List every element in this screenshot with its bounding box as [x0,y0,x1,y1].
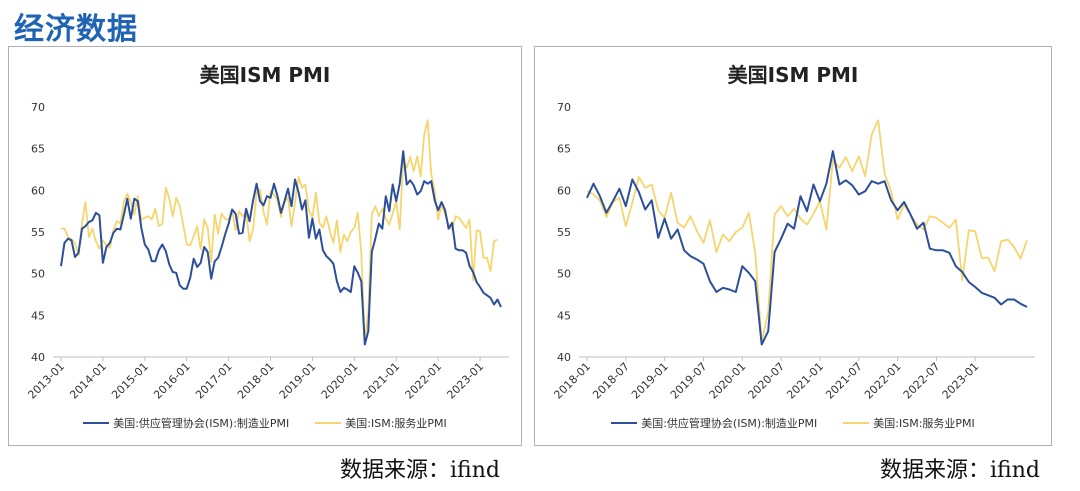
x-tick-label: 2013-01 [25,360,67,402]
legend-item-services: 美国:ISM:服务业PMI [315,415,447,431]
x-tick-label: 2019-01 [629,360,671,402]
legend-swatch-services [843,422,870,424]
series-line-manufacturing [586,150,1028,346]
chart-legend: 美国:供应管理协会(ISM):制造业PMI 美国:ISM:服务业PMI [9,415,521,431]
legend-label-manufacturing: 美国:供应管理协会(ISM):制造业PMI [113,417,290,430]
y-tick-label: 60 [557,184,571,197]
x-tick-label: 2022-01 [403,360,445,402]
source-note-right: 数据来源：ifind [880,458,1040,483]
line-chart-svg: 40 45 50 55 60 65 70 2013-01 2014-01 2015-01 2016-… [25,101,509,402]
x-tick-label: 2018-07 [590,360,632,402]
x-tick-label: 2019-01 [277,360,319,402]
series-line-manufacturing [60,150,502,346]
chart-panel-left: 美国ISM PMI 40 45 50 55 60 65 70 2013-01 2014-01 20… [8,46,522,446]
x-tick-label: 2017-01 [193,360,235,402]
x-tick-label: 2023-01 [444,360,486,402]
x-tick-label: 2019-07 [668,360,710,402]
x-tick-label: 2022-01 [862,360,904,402]
x-tick-label: 2018-01 [235,360,277,402]
x-tick-label: 2021-01 [361,360,403,402]
x-tick-label: 2015-01 [109,360,151,402]
chart-title: 美国ISM PMI [727,63,859,87]
source-note-left: 数据来源：ifind [340,458,500,483]
y-tick-label: 40 [557,351,571,364]
y-tick-label: 50 [557,268,571,281]
series-line-services [61,119,498,343]
chart-panel-right: 美国ISM PMI 40 45 50 55 60 65 70 2018-01 2018-07 20… [534,46,1052,446]
x-tick-label: 2016-01 [151,360,193,402]
y-tick-label: 70 [557,101,571,114]
x-tick-label: 2020-01 [319,360,361,402]
legend-swatch-manufacturing [83,422,110,424]
chart-legend: 美国:供应管理协会(ISM):制造业PMI 美国:ISM:服务业PMI [535,415,1051,431]
x-tick-label: 2021-07 [823,360,865,402]
chart-title: 美国ISM PMI [199,63,331,87]
y-tick-label: 60 [31,184,45,197]
y-tick-label: 65 [557,143,571,156]
legend-label-services: 美国:ISM:服务业PMI [873,417,975,430]
x-tick-label: 2018-01 [551,360,593,402]
page-title: 经济数据 [14,12,138,47]
y-tick-label: 50 [31,268,45,281]
legend-item-manufacturing: 美国:供应管理协会(ISM):制造业PMI [83,415,289,431]
legend-item-services: 美国:ISM:服务业PMI [843,415,975,431]
y-tick-label: 55 [557,226,571,239]
x-tick-label: 2023-01 [940,360,982,402]
x-tick-label: 2020-07 [746,360,788,402]
legend-swatch-services [315,422,342,424]
line-chart-svg: 40 45 50 55 60 65 70 2018-012018-072019-012019-… [551,101,1035,402]
series-line-services [586,119,1028,343]
x-tick-label: 2021-01 [784,360,826,402]
legend-item-manufacturing: 美国:供应管理协会(ISM):制造业PMI [611,415,817,431]
legend-label-services: 美国:ISM:服务业PMI [345,417,447,430]
y-tick-label: 45 [31,309,45,322]
legend-label-manufacturing: 美国:供应管理协会(ISM):制造业PMI [641,417,818,430]
x-tick-label: 2014-01 [67,360,109,402]
x-tick-label: 2022-07 [901,360,943,402]
legend-swatch-manufacturing [611,422,638,424]
y-tick-label: 55 [31,226,45,239]
x-tick-label: 2020-01 [707,360,749,402]
y-tick-label: 40 [31,351,45,364]
y-tick-label: 65 [31,143,45,156]
y-tick-label: 70 [31,101,45,114]
y-tick-label: 45 [557,309,571,322]
